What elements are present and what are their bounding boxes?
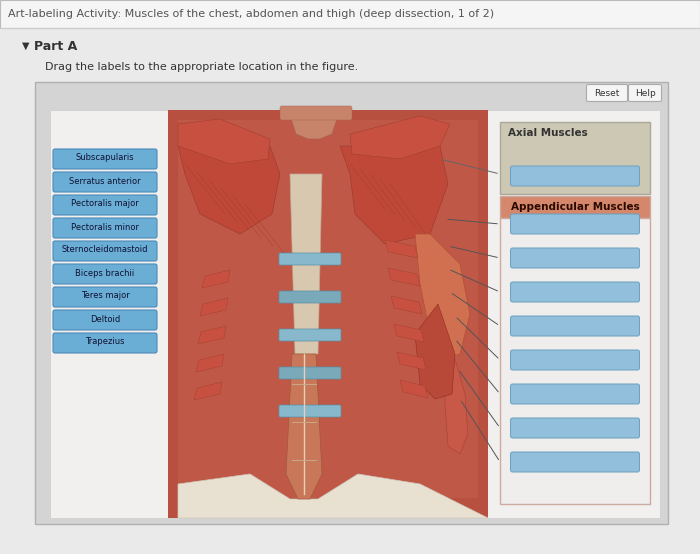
- Polygon shape: [178, 119, 270, 164]
- Polygon shape: [397, 352, 426, 370]
- Text: Pectoralis major: Pectoralis major: [71, 199, 139, 208]
- FancyBboxPatch shape: [510, 452, 640, 472]
- Text: Subscapularis: Subscapularis: [76, 153, 134, 162]
- Polygon shape: [178, 474, 488, 518]
- Text: Serratus anterior: Serratus anterior: [69, 177, 141, 186]
- FancyBboxPatch shape: [178, 120, 478, 498]
- FancyBboxPatch shape: [510, 282, 640, 302]
- Polygon shape: [415, 304, 455, 399]
- FancyBboxPatch shape: [279, 291, 341, 303]
- Polygon shape: [196, 354, 224, 372]
- Polygon shape: [340, 146, 448, 244]
- Polygon shape: [202, 270, 230, 288]
- FancyBboxPatch shape: [53, 310, 157, 330]
- Polygon shape: [194, 382, 222, 400]
- FancyBboxPatch shape: [500, 218, 650, 504]
- FancyBboxPatch shape: [53, 172, 157, 192]
- Polygon shape: [415, 234, 470, 359]
- Polygon shape: [394, 324, 424, 342]
- Text: ▼: ▼: [22, 41, 29, 51]
- FancyBboxPatch shape: [510, 384, 640, 404]
- FancyBboxPatch shape: [53, 195, 157, 215]
- FancyBboxPatch shape: [510, 418, 640, 438]
- FancyBboxPatch shape: [279, 329, 341, 341]
- Polygon shape: [385, 240, 418, 258]
- Polygon shape: [198, 326, 226, 344]
- FancyBboxPatch shape: [510, 316, 640, 336]
- FancyBboxPatch shape: [510, 248, 640, 268]
- Text: Teres major: Teres major: [80, 291, 130, 300]
- Polygon shape: [200, 298, 228, 316]
- FancyBboxPatch shape: [53, 264, 157, 284]
- FancyBboxPatch shape: [168, 110, 488, 518]
- FancyBboxPatch shape: [53, 241, 157, 261]
- Polygon shape: [178, 146, 280, 234]
- Text: Deltoid: Deltoid: [90, 315, 120, 324]
- Text: Trapezius: Trapezius: [85, 337, 125, 346]
- Text: Biceps brachii: Biceps brachii: [76, 269, 134, 278]
- Polygon shape: [290, 174, 322, 354]
- Text: Pectoralis minor: Pectoralis minor: [71, 223, 139, 232]
- FancyBboxPatch shape: [280, 106, 352, 120]
- Text: Part A: Part A: [34, 39, 77, 53]
- FancyBboxPatch shape: [510, 214, 640, 234]
- Polygon shape: [288, 110, 340, 139]
- FancyBboxPatch shape: [279, 367, 341, 379]
- FancyBboxPatch shape: [510, 166, 640, 186]
- Polygon shape: [400, 380, 428, 398]
- FancyBboxPatch shape: [0, 0, 700, 28]
- Text: Sternocleidomastoid: Sternocleidomastoid: [62, 245, 148, 254]
- FancyBboxPatch shape: [279, 253, 341, 265]
- Text: Appendicular Muscles: Appendicular Muscles: [510, 202, 639, 212]
- FancyBboxPatch shape: [510, 350, 640, 370]
- FancyBboxPatch shape: [53, 149, 157, 169]
- FancyBboxPatch shape: [50, 110, 660, 518]
- Polygon shape: [388, 268, 420, 286]
- FancyBboxPatch shape: [629, 85, 662, 101]
- FancyBboxPatch shape: [279, 405, 341, 417]
- Polygon shape: [445, 359, 468, 454]
- Polygon shape: [391, 296, 422, 314]
- Text: Reset: Reset: [594, 89, 620, 98]
- FancyBboxPatch shape: [280, 110, 352, 116]
- Polygon shape: [350, 116, 450, 159]
- Text: Art-labeling Activity: Muscles of the chest, abdomen and thigh (deep dissection,: Art-labeling Activity: Muscles of the ch…: [8, 9, 494, 19]
- Polygon shape: [286, 354, 322, 499]
- FancyBboxPatch shape: [500, 122, 650, 194]
- FancyBboxPatch shape: [53, 218, 157, 238]
- FancyBboxPatch shape: [35, 82, 668, 524]
- Text: Axial Muscles: Axial Muscles: [508, 128, 588, 138]
- FancyBboxPatch shape: [53, 333, 157, 353]
- FancyBboxPatch shape: [53, 287, 157, 307]
- FancyBboxPatch shape: [587, 85, 627, 101]
- Text: Help: Help: [635, 89, 655, 98]
- Text: Drag the labels to the appropriate location in the figure.: Drag the labels to the appropriate locat…: [45, 62, 358, 72]
- FancyBboxPatch shape: [500, 196, 650, 218]
